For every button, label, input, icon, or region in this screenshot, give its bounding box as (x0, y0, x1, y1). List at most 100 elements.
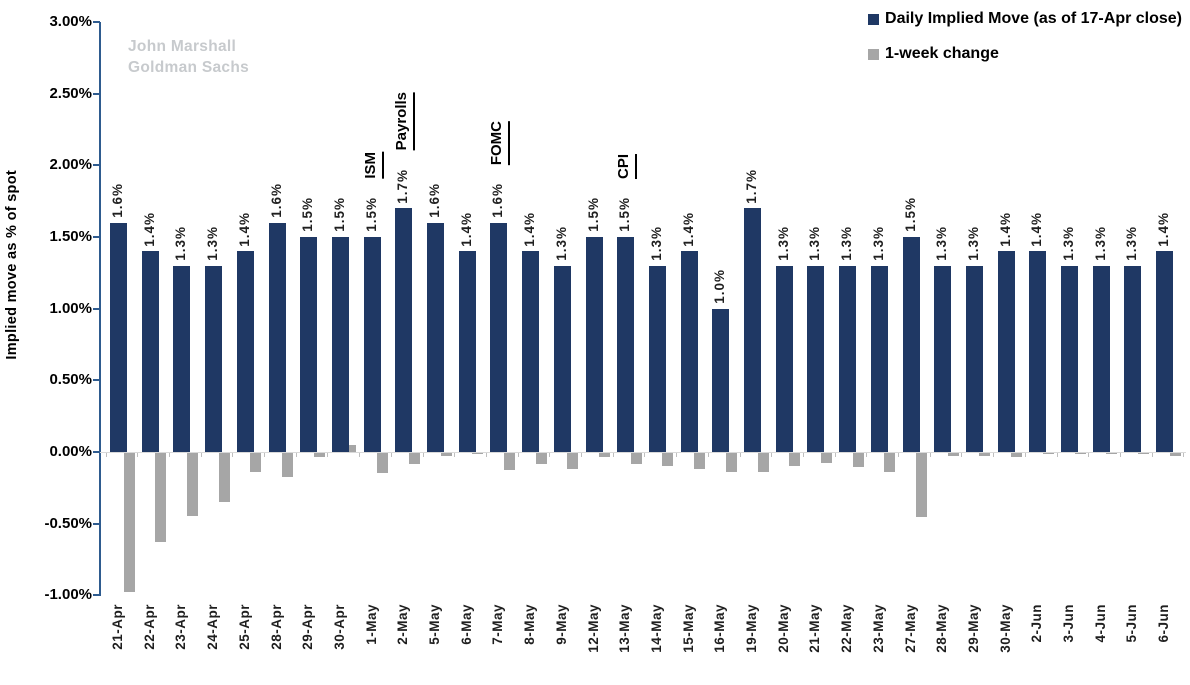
bar-value-label: 1.6% (427, 182, 442, 218)
week-change-bar (662, 453, 674, 466)
week-change-bar (1074, 453, 1086, 455)
category-tick (644, 453, 646, 457)
date-label: 9-May (553, 604, 569, 645)
date-label: 7-May (490, 604, 506, 645)
date-label: 30-Apr (331, 604, 347, 650)
date-label: 20-May (775, 604, 791, 653)
daily-implied-move-bar (490, 222, 508, 452)
category-tick (739, 453, 741, 457)
y-tick-label: 1.00% (49, 299, 92, 317)
date-label: 1-May (363, 604, 379, 645)
date-label: 22-May (839, 604, 855, 653)
bar-value-label: 1.7% (744, 168, 759, 204)
watermark-line-2: Goldman Sachs (128, 59, 250, 76)
date-label: 16-May (712, 604, 728, 653)
bar-value-label: 1.0% (712, 268, 728, 304)
legend: Daily Implied Move (as of 17-Apr close) … (868, 10, 1182, 80)
y-axis-line (99, 22, 101, 596)
week-change-bar (789, 453, 801, 466)
week-change-bar (567, 453, 579, 469)
category-tick (707, 453, 709, 457)
bar-value-label: 1.4% (458, 211, 474, 247)
category-tick (549, 453, 551, 457)
category-tick (200, 453, 202, 457)
y-tick-label: -1.00% (44, 586, 92, 604)
date-label: 13-May (617, 604, 633, 653)
category-tick (1056, 453, 1058, 457)
y-tick-label: 3.00% (49, 13, 92, 31)
category-tick (1151, 453, 1153, 457)
date-label: 23-May (870, 604, 886, 653)
week-change-bar (916, 453, 927, 518)
bar-value-label: 1.3% (807, 225, 823, 261)
week-change-bar (884, 453, 896, 472)
legend-label: Daily Implied Move (as of 17-Apr close) (885, 10, 1182, 27)
category-tick (802, 453, 804, 457)
category-tick (105, 453, 107, 457)
bar-value-label: 1.3% (1061, 225, 1076, 261)
week-change-bar (630, 453, 642, 465)
category-tick (327, 453, 329, 457)
week-change-bar (1137, 453, 1149, 455)
date-label: 8-May (522, 604, 538, 645)
category-tick (359, 453, 361, 457)
date-label: 28-Apr (268, 604, 284, 650)
y-tick-label: 2.50% (49, 84, 92, 102)
daily-implied-move-bar (1156, 251, 1174, 452)
date-label: 12-May (585, 604, 601, 653)
date-label: 15-May (680, 604, 696, 653)
category-tick (264, 453, 265, 457)
category-tick (898, 453, 899, 457)
annotation-cpi: CPI (614, 154, 638, 180)
date-label: 24-Apr (205, 604, 221, 650)
date-label: 2-May (395, 604, 411, 645)
week-change-bar (472, 453, 484, 455)
legend-item-daily-implied-move: Daily Implied Move (as of 17-Apr close) (868, 10, 1182, 28)
daily-implied-move-bar (236, 251, 254, 452)
bar-value-label: 1.3% (839, 225, 855, 261)
daily-implied-move-bar (1061, 265, 1078, 452)
bar-value-label: 1.7% (395, 168, 411, 204)
date-label: 5-Jun (1124, 604, 1140, 643)
date-label: 27-May (902, 604, 918, 653)
annotation-payrolls: Payrolls (392, 92, 416, 151)
bar-value-label: 1.5% (331, 197, 347, 233)
daily-implied-move-bar (712, 308, 730, 452)
date-label: 3-Jun (1061, 604, 1076, 643)
y-axis-tick (93, 307, 100, 310)
week-change-bar (313, 453, 325, 458)
category-tick (676, 453, 678, 457)
category-tick (137, 453, 139, 457)
week-change-bar (440, 453, 452, 456)
watermark: John Marshall Goldman Sachs (128, 36, 249, 78)
week-change-bar (852, 453, 864, 468)
date-label: 6-Jun (1156, 604, 1172, 643)
daily-implied-move-bar (331, 237, 349, 452)
y-axis-tick (93, 451, 100, 453)
daily-implied-move-bar (902, 237, 920, 452)
week-change-bar (694, 453, 706, 469)
bar-value-label: 1.3% (965, 225, 981, 261)
bar-value-label: 1.5% (363, 197, 379, 233)
bar-value-label: 1.3% (173, 225, 189, 261)
week-change-bar (218, 453, 230, 502)
week-change-bar (503, 453, 515, 471)
category-tick (612, 453, 614, 457)
bar-value-label: 1.4% (1156, 211, 1172, 247)
week-change-bar (1011, 453, 1023, 458)
y-axis-title: Implied move as % of spot (4, 170, 20, 360)
date-label: 19-May (744, 604, 759, 653)
y-axis-tick (93, 21, 100, 24)
date-label: 6-May (458, 604, 474, 645)
bar-value-label: 1.3% (205, 225, 221, 261)
daily-implied-move-bar (807, 265, 825, 452)
y-axis-tick (93, 236, 100, 239)
week-change-bar (757, 453, 769, 472)
category-tick (771, 453, 773, 457)
daily-implied-move-bar (680, 251, 698, 452)
date-label: 25-Apr (236, 604, 252, 650)
annotation-ism: ISM (360, 152, 384, 180)
date-label: 21-Apr (110, 604, 125, 650)
daily-implied-move-bar (522, 251, 540, 452)
